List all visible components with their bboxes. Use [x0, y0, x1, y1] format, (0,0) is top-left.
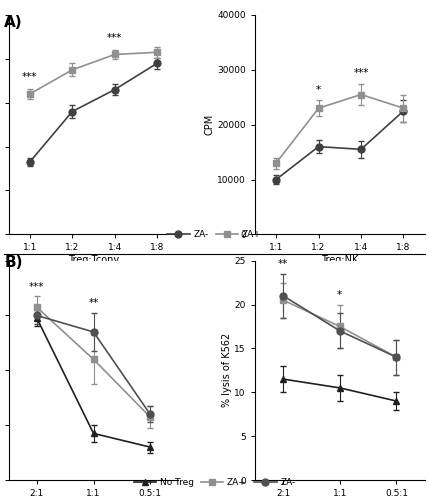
Text: **: **	[88, 298, 99, 308]
Text: *: *	[316, 84, 321, 94]
Text: B): B)	[4, 255, 23, 270]
X-axis label: Treg:NK: Treg:NK	[321, 255, 359, 265]
X-axis label: Treg:Tconv: Treg:Tconv	[68, 255, 119, 265]
Text: ***: ***	[29, 282, 45, 292]
Text: **: **	[278, 260, 288, 270]
Legend: ZA-, ZA+: ZA-, ZA+	[163, 227, 266, 243]
Text: ***: ***	[107, 32, 122, 42]
Text: *: *	[337, 290, 342, 300]
Legend: No Treg, ZA+, ZA-: No Treg, ZA+, ZA-	[130, 474, 299, 490]
Text: A): A)	[4, 15, 23, 30]
Y-axis label: % lysis of K562: % lysis of K562	[221, 333, 232, 407]
Y-axis label: CPM: CPM	[204, 114, 214, 136]
Text: ***: ***	[22, 72, 37, 82]
Text: ***: ***	[353, 68, 369, 78]
